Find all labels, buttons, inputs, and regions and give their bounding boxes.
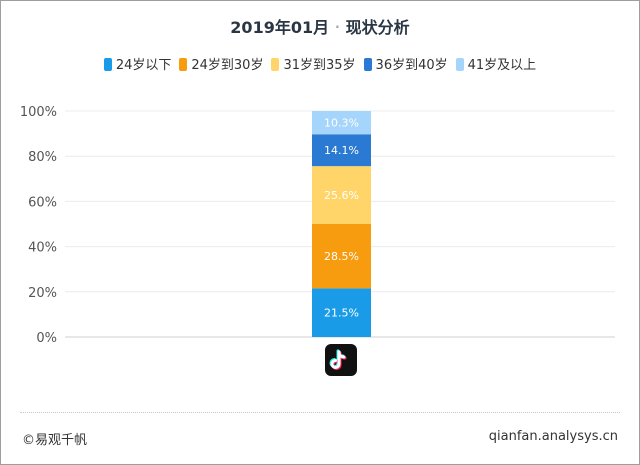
data-label: 21.5% [324,307,359,320]
legend-swatch [179,58,188,71]
legend-label: 24岁到30岁 [191,58,264,73]
data-label: 10.3% [324,117,359,130]
bar-segment [312,224,371,289]
bar-segment [312,111,371,135]
legend-swatch [455,58,464,71]
data-label: 25.6% [324,189,359,202]
legend-item[interactable]: 36岁到40岁 [363,54,448,73]
y-tick-label: 60% [28,195,57,210]
legend-item[interactable]: 24岁以下 [103,54,172,73]
footer-source-url: qianfan.analysys.cn [488,429,618,444]
tiktok-icon [325,344,357,376]
bar-segment [312,166,371,224]
stacked-bar-chart: 0% 20% 40% 60% 80% 100% 21.5% 28.5% 25.6% 14.1% 10… [20,105,615,346]
y-tick-label: 0% [36,331,57,346]
legend-item[interactable]: 31岁到35岁 [271,54,356,73]
title-separator: · [335,20,340,34]
bar-segment [312,288,371,337]
footer-divider [20,412,620,413]
title-period: 2019年01月 [230,18,330,37]
legend-swatch [103,58,112,71]
legend-label: 31岁到35岁 [283,58,356,73]
data-label: 14.1% [324,144,359,157]
legend: 24岁以下 24岁到30岁 31岁到35岁 36岁到40岁 41岁及以上 [0,54,640,73]
legend-swatch [271,58,280,71]
bar-segment [312,134,371,167]
y-tick-label: 100% [20,105,57,120]
chart-title: 2019年01月 · 现状分析 [0,14,640,38]
legend-item[interactable]: 41岁及以上 [455,54,537,73]
data-label: 28.5% [324,250,359,263]
legend-label: 36岁到40岁 [375,58,448,73]
y-tick-label: 20% [28,286,57,301]
legend-label: 24岁以下 [115,58,172,73]
title-subject: 现状分析 [345,18,410,37]
legend-label: 41岁及以上 [467,58,537,73]
footer-copyright: ©易观千帆 [22,433,88,448]
legend-item[interactable]: 24岁到30岁 [179,54,263,73]
y-tick-label: 80% [28,150,57,165]
y-tick-label: 40% [28,241,57,256]
legend-swatch [363,58,372,71]
